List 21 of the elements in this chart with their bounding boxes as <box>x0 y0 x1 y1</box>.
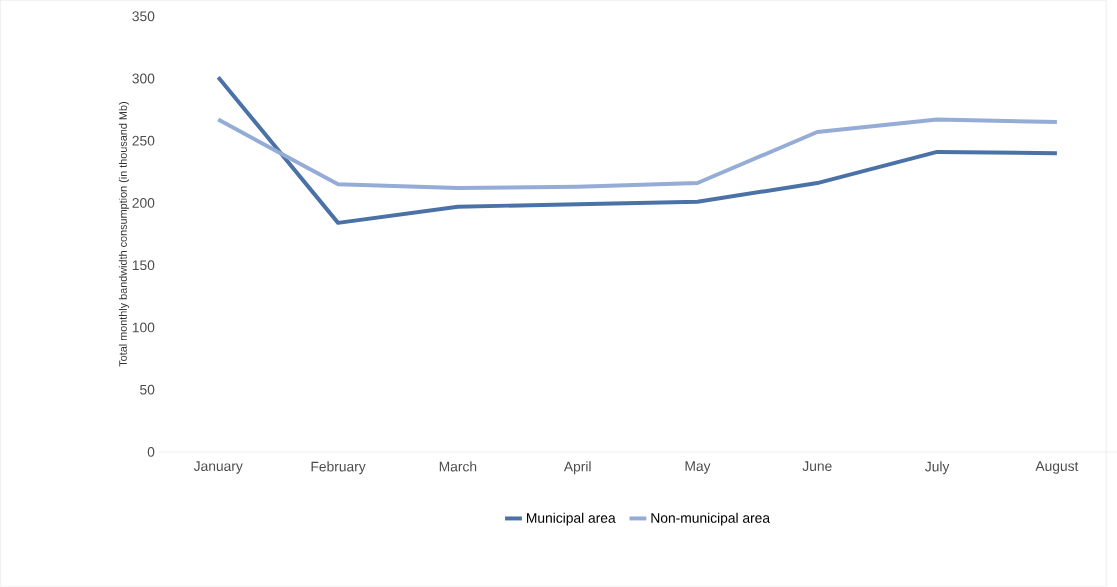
legend-label: Non-municipal area <box>651 512 771 526</box>
y-tick-label: 150 <box>132 260 155 271</box>
y-tick-label: 300 <box>132 73 155 84</box>
y-tick-label: 250 <box>132 136 155 146</box>
x-tick-label: May <box>685 461 711 474</box>
x-tick-label: March <box>439 461 477 472</box>
y-tick-label: 0 <box>147 447 155 458</box>
legend-label: Municipal area <box>527 512 616 526</box>
x-tick-label: July <box>925 461 950 475</box>
y-axis-title: Total monthly bandwidth consumption (in thousand Mb) <box>118 102 129 367</box>
line-series <box>216 75 1059 226</box>
x-tick-label: February <box>311 461 366 475</box>
y-tick-label: 350 <box>132 11 155 22</box>
x-tick-label: August <box>1035 461 1079 474</box>
y-tick-label: 50 <box>140 385 155 395</box>
y-tick-label: 100 <box>132 322 155 333</box>
line-series <box>216 117 1059 191</box>
x-tick-label: April <box>563 461 591 475</box>
x-tick-label: June <box>802 461 832 472</box>
y-tick-label: 200 <box>132 198 155 209</box>
x-tick-label: January <box>193 461 243 474</box>
